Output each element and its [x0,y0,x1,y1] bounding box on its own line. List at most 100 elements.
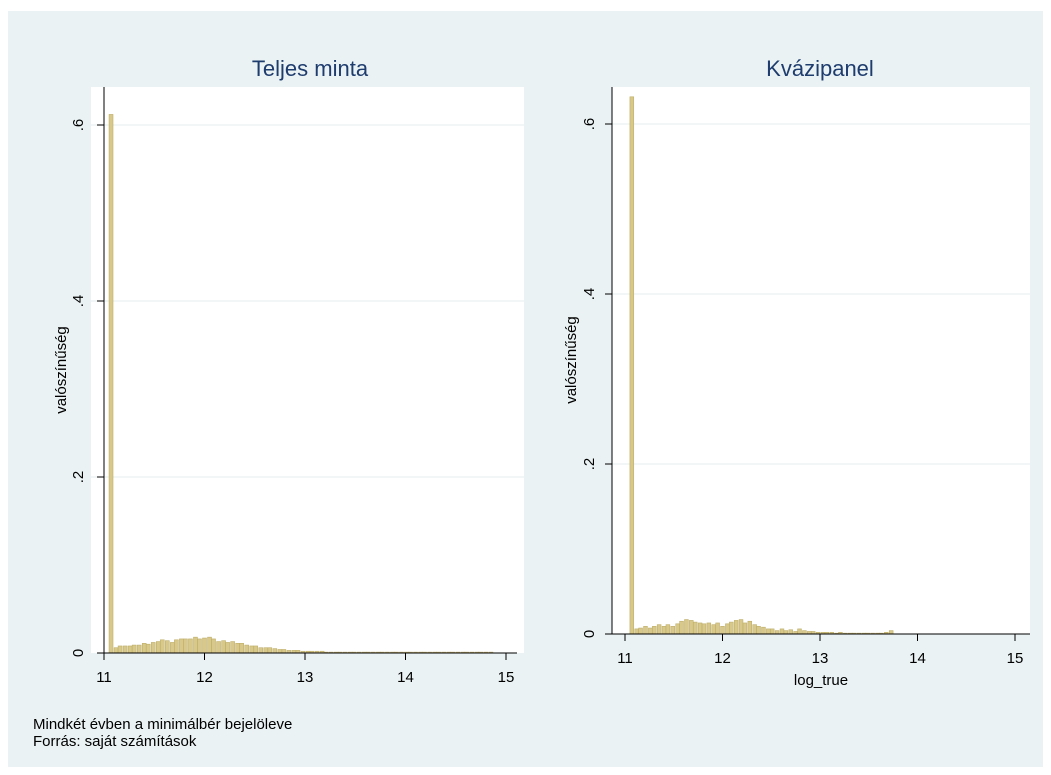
left-histogram-bar [263,647,269,654]
right-x-tick-label: 13 [812,650,829,667]
left-x-tick-label: 11 [96,669,112,686]
right-histogram-bar [797,628,802,635]
left-y-tick-label: .2 [70,471,87,484]
right-histogram-bar [665,624,671,635]
left-histogram-bar [141,643,147,654]
left-histogram-bar [272,648,278,654]
right-x-tick-label: 15 [1007,650,1024,667]
right-histogram-bar [661,626,667,635]
right-histogram-bar [783,630,789,635]
left-histogram-bar [281,649,287,654]
left-histogram-bar [188,638,193,654]
left-histogram-bar [244,644,249,654]
left-histogram-bar [193,636,198,654]
right-histogram-bar [766,628,771,635]
right-y-tick-label: .4 [581,288,598,301]
right-histogram-bar [656,624,662,635]
right-histogram-bar [774,630,780,635]
left-histogram-bar [136,644,142,654]
right-histogram-bar [675,623,680,635]
left-y-tick-label: .4 [70,295,87,308]
right-y-tick-label: .6 [581,118,598,131]
left-plot-area [91,87,524,653]
left-histogram-bar [160,639,165,654]
left-x-tick-label: 13 [297,669,314,686]
left-histogram-bar [174,639,179,654]
left-histogram-bar [108,114,114,654]
right-histogram-bar [652,626,657,635]
left-x-tick-label: 15 [498,669,515,686]
right-histogram-bar [756,626,761,635]
right-y-ticks: 0 .2 .4 .6 [581,118,612,638]
left-histogram-bar [145,643,151,654]
left-histogram-bar [258,647,264,654]
left-histogram-bar [183,638,188,654]
right-plot-area [612,87,1030,634]
left-x-tick-label: 12 [196,669,213,686]
right-histogram-bar [738,619,744,635]
left-histogram-bar [211,638,216,654]
left-histogram-bar [113,647,119,654]
right-histogram-bar [742,622,748,635]
right-histogram-bar [679,620,684,635]
left-histogram-bar [170,642,175,654]
right-bars [629,96,894,635]
left-histogram-bar [249,645,254,654]
left-histogram-bar [277,649,283,654]
right-x-axis-label: log_true [794,672,848,689]
left-histogram-bar [150,642,156,654]
right-histogram-bar [779,628,785,635]
right-x-tick-label: 14 [909,650,926,667]
left-histogram-bar [165,640,170,654]
left-histogram-bar [202,637,207,654]
right-histogram-bar [629,96,635,635]
right-y-tick-label: .2 [581,458,598,471]
right-histogram-bar [720,626,725,635]
left-histogram-bar [122,645,128,654]
right-histogram-bar [697,622,703,635]
left-chart-title: Teljes minta [252,56,369,81]
right-histogram-bar [802,630,807,635]
right-histogram-bar [670,626,675,635]
left-x-ticks: 11 12 13 14 15 [96,653,514,686]
note-line-1: Mindkét évben a minimálbér bejelöleve [33,716,293,733]
left-histogram-bar [117,645,123,654]
left-histogram-bar [131,644,137,654]
left-x-tick-label: 14 [397,669,414,686]
left-histogram-bar [230,641,235,654]
left-histogram-bar [179,638,184,654]
right-histogram-bar [711,624,716,635]
left-histogram-bar [253,645,259,654]
left-gridlines [91,124,524,478]
left-histogram-bar [267,647,273,654]
right-chart-title: Kvázipanel [766,56,874,81]
right-panel: 0 .2 .4 .6 11 12 13 14 15 Kvázipanel valószínűs… [563,56,1030,689]
left-y-tick-label: .6 [70,119,87,132]
right-histogram-bar [715,622,720,635]
right-histogram-bar [729,621,734,635]
right-histogram-bar [684,619,689,635]
right-histogram-bar [692,621,698,635]
left-y-axis-label: valószínűség [53,326,70,414]
left-histogram-bar [156,641,161,654]
left-histogram-bar [207,636,212,654]
left-histogram-bar [239,643,244,654]
left-histogram-bar [127,645,133,654]
right-histogram-bar [747,620,753,635]
right-histogram-bar [643,626,648,635]
left-histogram-bar [216,641,221,654]
right-histogram-bar [770,628,775,635]
right-histogram-bar [788,629,793,635]
right-histogram-bar [706,622,712,635]
left-histogram-bar [221,640,226,654]
right-histogram-bar [701,623,707,635]
note-line-2: Forrás: saját számítások [33,733,197,750]
right-histogram-bar [725,623,730,635]
right-histogram-bar [638,627,643,635]
left-histogram-bar [225,642,230,654]
left-y-tick-label: 0 [70,649,87,657]
left-y-ticks: 0 .2 .4 .6 [70,119,104,657]
right-gridlines [612,123,1030,465]
